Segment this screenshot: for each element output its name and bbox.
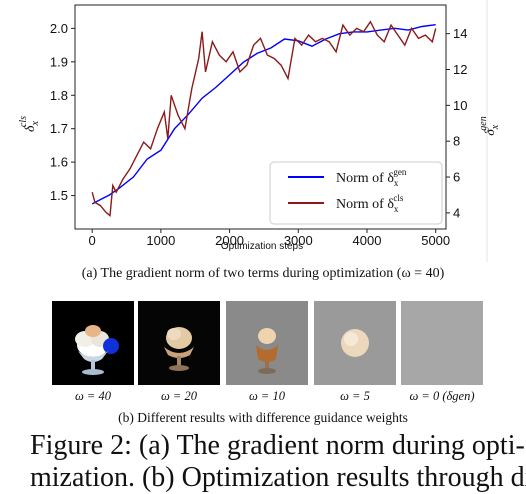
omega-label-20: ω = 20 <box>160 389 197 403</box>
y-left-tick-label: 1.5 <box>50 188 68 203</box>
result-thumbnail-omega-10 <box>226 301 308 385</box>
y-left-tick-label: 2.0 <box>50 21 68 36</box>
x-tick-label: 3000 <box>284 233 313 248</box>
omega-label-0: ω = 0 (δgen) <box>409 389 475 403</box>
result-thumbnail-omega-0 <box>401 301 483 385</box>
y-right-tick-label: 6 <box>453 170 460 185</box>
omega-label-10: ω = 10 <box>248 389 285 403</box>
axis-ticks: 0 1000 2000 3000 4000 5000 1.5 1.6 1.7 1.8 1.9 2.0 4… <box>50 21 468 248</box>
y-right-tick-label: 10 <box>453 98 467 113</box>
y-right-tick-label: 14 <box>453 26 467 41</box>
gradient-norm-chart: 0 1000 2000 3000 4000 5000 1.5 1.6 1.7 1.8 1.9 2.0 4… <box>18 0 501 262</box>
y-left-tick-label: 1.8 <box>50 88 68 103</box>
figure-caption-line-1: Figure 2: (a) The gradient norm during o… <box>30 430 525 461</box>
legend-cls-label: Norm of δxcls <box>336 193 404 214</box>
x-axis-label: Optimization steps <box>221 241 303 252</box>
y-axis-right-label: δxgen <box>478 116 501 135</box>
result-thumbnail-omega-40 <box>52 301 134 385</box>
figure-caption-line-2: mization. (b) Optimization results throu… <box>30 462 526 493</box>
subfigure-a-caption: (a) The gradient norm of two terms durin… <box>81 266 445 281</box>
gen-norm-series-line <box>91 24 436 205</box>
result-thumbnail-omega-20 <box>138 301 220 385</box>
y-left-tick-label: 1.9 <box>50 54 68 69</box>
y-left-tick-label: 1.6 <box>50 155 68 170</box>
omega-label-5: ω = 5 <box>340 389 370 403</box>
legend-gen-label: Norm of δxgen <box>336 167 407 188</box>
y-left-tick-label: 1.7 <box>50 121 68 136</box>
subfigure-b-caption: (b) Different results with difference gu… <box>118 410 408 425</box>
plot-frame <box>74 4 447 230</box>
y-axis-left-label: δxcls <box>18 116 41 132</box>
x-tick-label: 2000 <box>215 233 244 248</box>
cls-norm-series-line <box>91 20 437 217</box>
y-right-tick-label: 4 <box>453 205 460 220</box>
x-tick-label: 1000 <box>146 233 175 248</box>
result-thumbnail-omega-5 <box>314 301 396 385</box>
omega-label-40: ω = 40 <box>74 389 111 403</box>
x-tick-label: 4000 <box>353 233 382 248</box>
x-tick-label: 0 <box>89 233 96 248</box>
y-right-tick-label: 12 <box>453 62 467 77</box>
y-right-tick-label: 8 <box>453 134 460 149</box>
x-tick-label: 5000 <box>421 233 450 248</box>
